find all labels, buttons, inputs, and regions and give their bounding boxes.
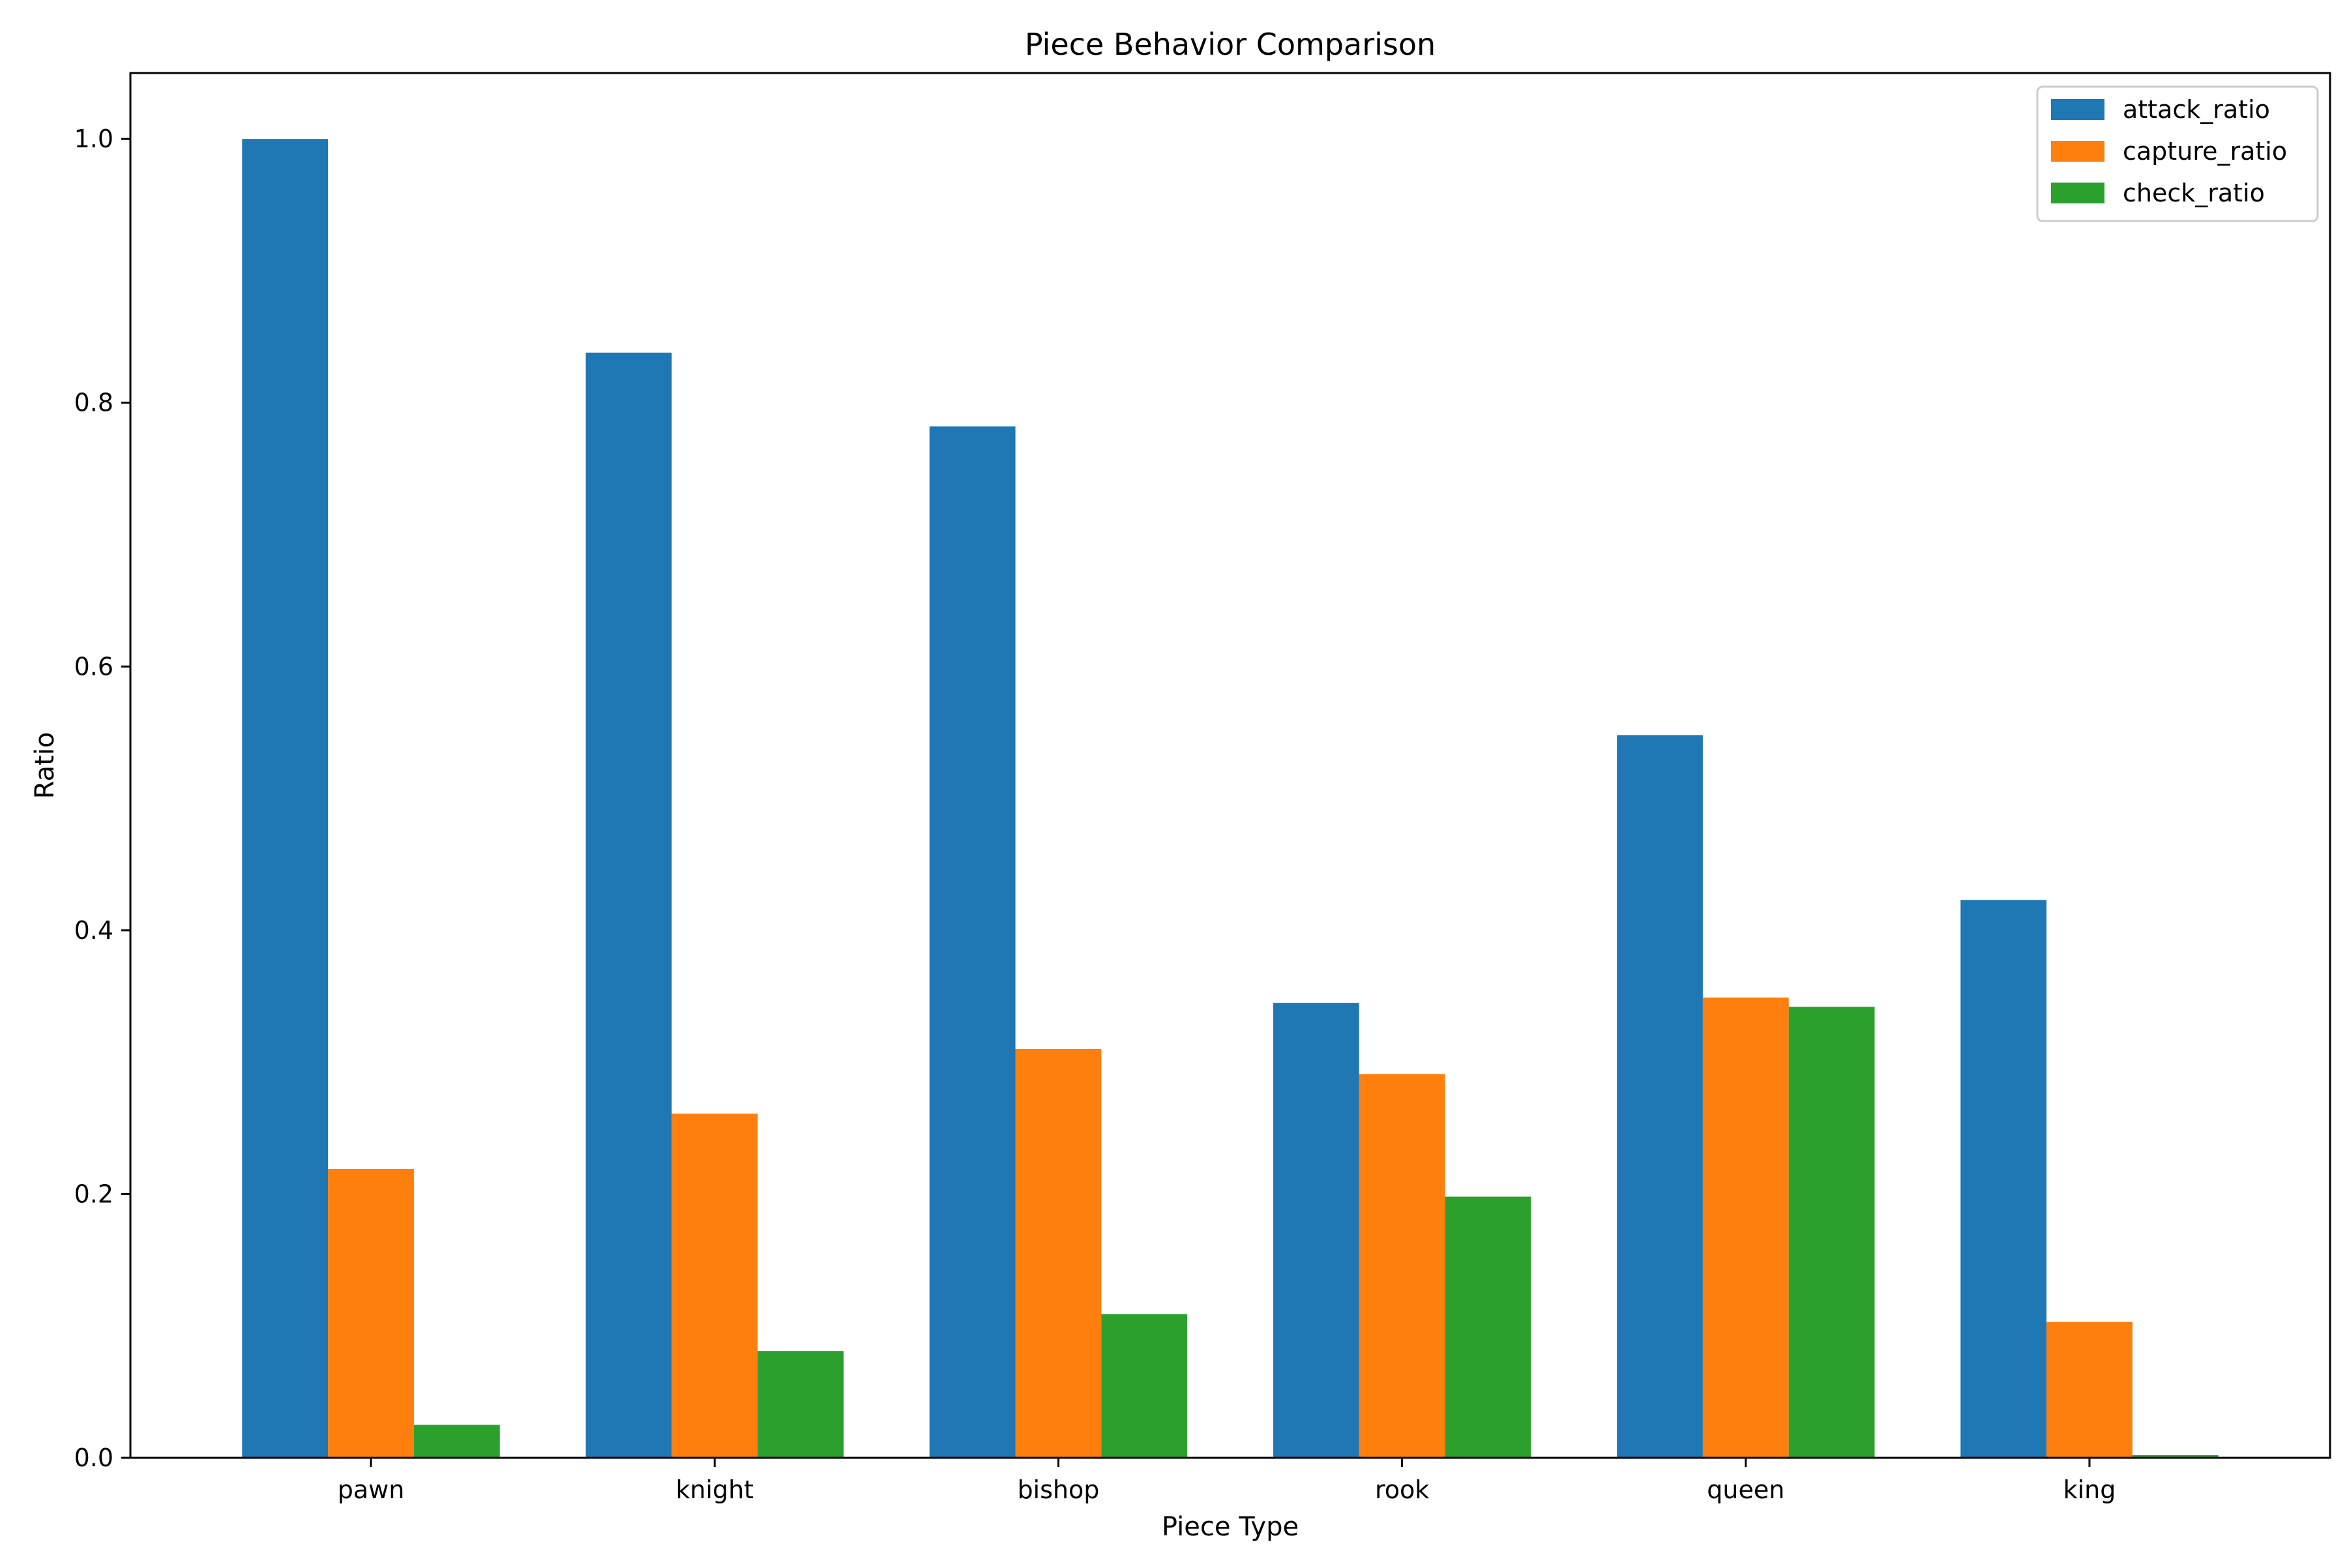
x-tick-label-rook: rook xyxy=(1375,1475,1429,1504)
x-tick-label-bishop: bishop xyxy=(1017,1475,1099,1504)
x-tick-label-king: king xyxy=(2063,1475,2116,1504)
x-tick-label-pawn: pawn xyxy=(338,1475,405,1504)
bar-capture_ratio-queen xyxy=(1702,998,1789,1458)
x-axis-ticks: pawn knight bishop rook queen king xyxy=(338,1458,2116,1504)
bar-check_ratio-king xyxy=(2132,1455,2219,1458)
bars-group xyxy=(242,139,2219,1458)
bar-attack_ratio-knight xyxy=(585,352,672,1458)
y-tick-label: 0.6 xyxy=(74,652,113,681)
bar-attack_ratio-queen xyxy=(1617,735,1703,1458)
bar-capture_ratio-bishop xyxy=(1015,1048,1102,1458)
bar-check_ratio-rook xyxy=(1445,1196,1531,1458)
legend-swatch-attack_ratio xyxy=(2051,99,2104,120)
y-tick-label: 1.0 xyxy=(74,125,113,153)
x-axis-label: Piece Type xyxy=(1162,1512,1299,1542)
x-tick-label-queen: queen xyxy=(1707,1475,1784,1504)
legend-label-capture_ratio: capture_ratio xyxy=(2123,137,2287,166)
y-axis-ticks: 0.0 0.2 0.4 0.6 0.8 1.0 xyxy=(74,125,130,1472)
bar-capture_ratio-pawn xyxy=(328,1168,414,1458)
bar-attack_ratio-rook xyxy=(1273,1003,1359,1458)
legend-label-attack_ratio: attack_ratio xyxy=(2123,95,2270,124)
bar-check_ratio-bishop xyxy=(1101,1314,1188,1458)
chart-title: Piece Behavior Comparison xyxy=(1025,27,1436,62)
legend-swatch-check_ratio xyxy=(2051,183,2104,203)
legend-swatch-capture_ratio xyxy=(2051,141,2104,162)
bar-attack_ratio-king xyxy=(1960,900,2047,1458)
x-tick-label-knight: knight xyxy=(675,1475,754,1504)
bar-capture_ratio-rook xyxy=(1359,1074,1445,1458)
bar-check_ratio-queen xyxy=(1788,1007,1875,1458)
bar-capture_ratio-king xyxy=(2046,1322,2133,1458)
y-axis-label: Ratio xyxy=(30,732,60,799)
y-tick-label: 0.4 xyxy=(74,916,113,945)
bar-capture_ratio-knight xyxy=(672,1114,758,1458)
legend: attack_ratio capture_ratio check_ratio xyxy=(2036,85,2319,222)
legend-box xyxy=(2036,85,2319,222)
y-tick-label: 0.0 xyxy=(74,1443,113,1472)
bar-check_ratio-pawn xyxy=(413,1425,500,1458)
legend-label-check_ratio: check_ratio xyxy=(2123,179,2265,207)
y-tick-label: 0.8 xyxy=(74,389,113,417)
bar-attack_ratio-bishop xyxy=(929,426,1016,1458)
y-tick-label: 0.2 xyxy=(74,1179,113,1208)
bar-attack_ratio-pawn xyxy=(242,139,329,1458)
plot-area-frame xyxy=(129,72,2331,1459)
bar-check_ratio-knight xyxy=(758,1351,844,1458)
